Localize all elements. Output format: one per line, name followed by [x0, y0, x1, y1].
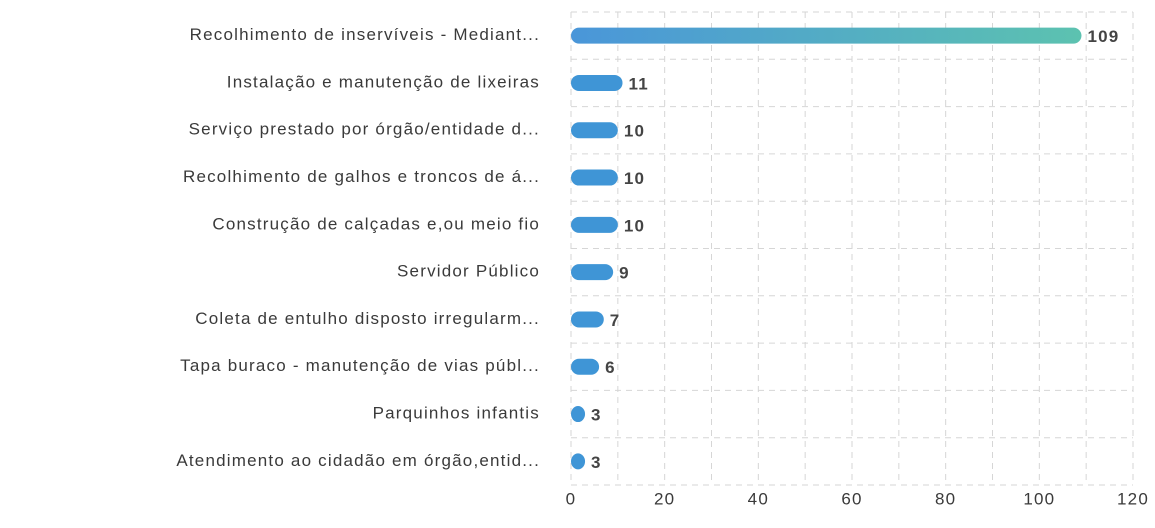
x-tick-label: 120	[1117, 489, 1149, 508]
value-label: 3	[591, 406, 602, 425]
value-label: 109	[1087, 27, 1119, 46]
x-tick-label: 0	[566, 489, 577, 508]
y-tick-label: Serviço prestado por órgão/entidade d...	[189, 120, 540, 139]
y-tick-label: Coleta de entulho disposto irregularm...	[195, 309, 540, 328]
value-label: 9	[619, 264, 630, 283]
bar	[571, 27, 1082, 44]
bar	[571, 74, 623, 91]
bar	[571, 453, 586, 470]
y-tick-label: Construção de calçadas e,ou meio fio	[212, 214, 540, 233]
bar	[571, 216, 618, 233]
value-label: 6	[605, 358, 616, 377]
value-label: 10	[624, 169, 645, 188]
bar	[571, 122, 618, 139]
x-tick-label: 80	[935, 489, 956, 508]
value-label: 3	[591, 453, 602, 472]
x-tick-label: 40	[748, 489, 769, 508]
y-tick-label: Instalação e manutenção de lixeiras	[227, 72, 540, 91]
value-label: 11	[629, 74, 649, 93]
bar	[571, 264, 614, 281]
y-tick-label: Recolhimento de galhos e troncos de á...	[183, 167, 540, 186]
bar	[571, 311, 604, 328]
x-tick-label: 20	[654, 489, 675, 508]
x-tick-label: 100	[1023, 489, 1055, 508]
x-tick-label: 60	[841, 489, 862, 508]
y-tick-label: Tapa buraco - manutenção de vias públ...	[180, 356, 540, 375]
value-label: 7	[610, 311, 621, 330]
bar	[571, 406, 586, 423]
value-label: 10	[624, 122, 645, 141]
y-tick-label: Atendimento ao cidadão em órgão,entid...	[176, 451, 540, 470]
bar	[571, 169, 618, 186]
y-tick-label: Servidor Público	[397, 262, 540, 281]
value-label: 10	[624, 216, 645, 235]
y-tick-label: Recolhimento de inservíveis - Mediant...	[190, 25, 540, 44]
y-tick-label: Parquinhos infantis	[373, 404, 540, 423]
bar	[571, 358, 600, 375]
